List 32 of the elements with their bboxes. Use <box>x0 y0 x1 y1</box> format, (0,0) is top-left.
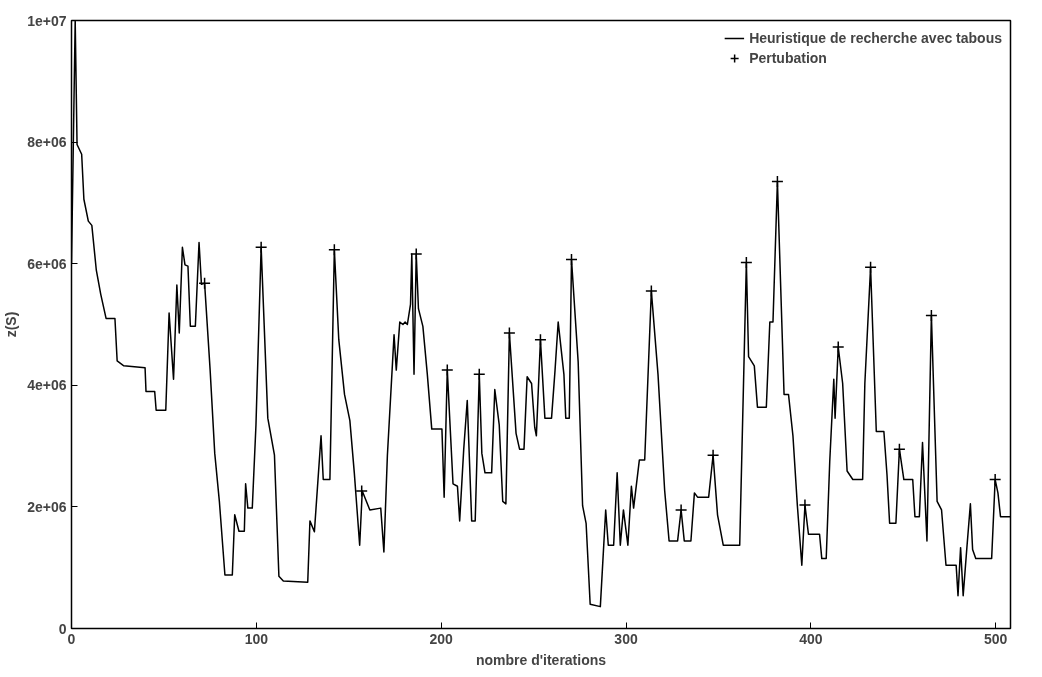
point <box>645 284 658 298</box>
point <box>925 309 938 322</box>
legend-label: Pertubation <box>749 50 827 66</box>
x-tick-label: 300 <box>614 630 638 647</box>
x-tick-label: 500 <box>984 630 1008 647</box>
point <box>355 484 368 498</box>
point <box>740 256 753 269</box>
y-tick-label: 8e+06 <box>27 134 67 151</box>
y-tick-label: 6e+06 <box>27 255 67 272</box>
point <box>565 253 578 266</box>
x-axis-title: nombre d'iterations <box>475 651 607 668</box>
point <box>328 243 341 256</box>
point <box>198 276 211 290</box>
point <box>864 261 877 274</box>
point <box>831 340 845 354</box>
legend-label: Heuristique de recherche avec tabous <box>749 30 1002 46</box>
y-tick-label: 2e+06 <box>27 498 67 515</box>
point <box>473 368 486 381</box>
point <box>893 442 906 456</box>
point <box>441 363 454 377</box>
point <box>534 333 547 346</box>
x-tick-label: 100 <box>244 630 269 647</box>
x-tick-label: 400 <box>799 630 823 647</box>
point <box>988 473 1002 486</box>
point <box>771 175 784 188</box>
y-tick-label: 4e+06 <box>27 377 67 394</box>
y-tick-label: 1e+07 <box>27 12 67 29</box>
point <box>254 241 268 254</box>
y-axis-title: z(S) <box>3 311 20 338</box>
point <box>409 247 423 261</box>
x-tick-label: 200 <box>429 630 454 647</box>
point <box>503 326 516 340</box>
